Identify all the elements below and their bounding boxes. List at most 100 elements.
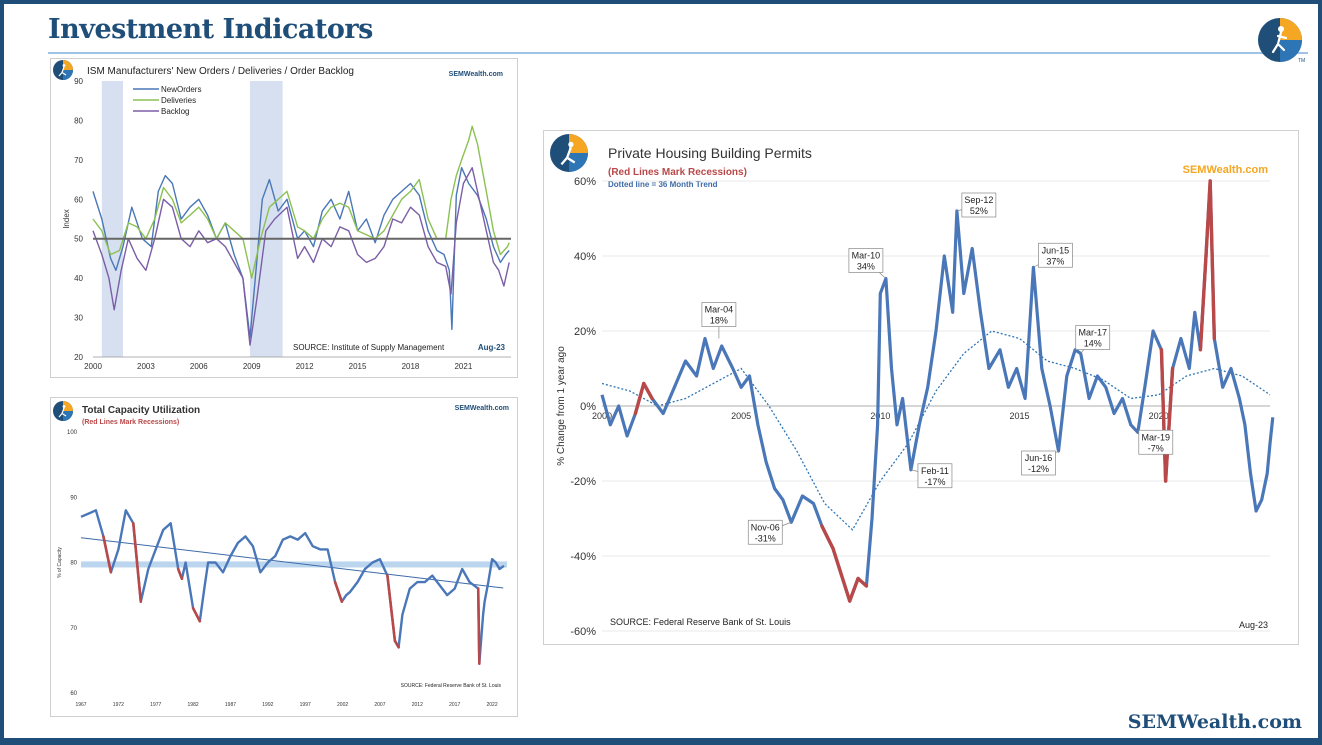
ism-x-tick-label: 2009 — [243, 362, 261, 371]
permits-annotation-box — [961, 192, 997, 218]
capacity-x-tick-label: 1967 — [75, 702, 86, 708]
ism-x-tick-label: 2000 — [84, 362, 102, 371]
permits-annotation-box — [848, 248, 884, 273]
permits-annotation-value: 37% — [1046, 256, 1064, 266]
footer-brand: SEMWealth.com — [1127, 711, 1302, 733]
capacity-y-tick-label: 100 — [67, 430, 78, 436]
capacity-logo-icon — [53, 401, 73, 421]
permits-y-tick-label: 20% — [574, 326, 596, 338]
permits-annotation-box — [1138, 429, 1174, 455]
permits-recession-segment — [642, 381, 654, 401]
ism-y-tick-label: 70 — [74, 156, 83, 165]
permits-annotation-value: -7% — [1148, 443, 1164, 453]
permits-recession-segment — [1163, 366, 1175, 483]
capacity-series-line — [80, 509, 505, 665]
ism-y-tick-label: 20 — [74, 353, 83, 362]
permits-annotation-date: Mar-04 — [705, 305, 734, 315]
capacity-x-tick-label: 2017 — [449, 702, 460, 708]
ism-date-label: Aug-23 — [478, 343, 506, 352]
permits-recession-segment — [856, 576, 869, 588]
permits-annotation-value: -17% — [924, 477, 945, 487]
permits-recession-segment — [848, 576, 860, 603]
permits-annotation-box — [1021, 450, 1056, 476]
permits-annotation-date: Mar-10 — [852, 251, 881, 261]
permits-annotation-box — [701, 302, 737, 327]
capacity-x-tick-label: 1972 — [113, 702, 124, 708]
ism-y-tick-label: 50 — [74, 235, 83, 244]
permits-annotation-value: 14% — [1084, 339, 1102, 349]
permits-annotation-date: Mar-17 — [1078, 328, 1107, 338]
ism-chart: ISM Manufacturers' New Orders / Deliveri… — [53, 60, 511, 371]
capacity-recession-segment — [333, 580, 344, 603]
permits-y-tick-label: 0% — [580, 401, 596, 413]
permits-annotation-date: Feb-11 — [921, 466, 949, 476]
permits-annotation-date: Nov-06 — [751, 522, 780, 532]
permits-annotation-date: Jun-16 — [1025, 453, 1053, 463]
ism-title: ISM Manufacturers' New Orders / Deliveri… — [87, 66, 354, 77]
capacity-chart: Total Capacity Utilization (Red Lines Mar… — [53, 401, 509, 708]
permits-note: Dotted line = 36 Month Trend — [608, 180, 718, 189]
capacity-brand: SEMWealth.com — [455, 405, 509, 412]
capacity-x-tick-label: 1987 — [225, 702, 236, 708]
capacity-x-tick-label: 1992 — [262, 702, 273, 708]
permits-recession-segment — [1159, 348, 1168, 483]
ism-series-line — [92, 167, 510, 346]
permits-trend-line — [601, 330, 1271, 531]
capacity-x-tick-label: 2002 — [337, 702, 348, 708]
capacity-x-tick-label: 2012 — [412, 702, 423, 708]
ism-x-tick-label: 2015 — [349, 362, 367, 371]
ism-x-tick-label: 2006 — [190, 362, 208, 371]
ism-legend-label: NewOrders — [161, 85, 201, 94]
ism-legend-label: Backlog — [161, 107, 189, 116]
ism-legend-label: Deliveries — [161, 96, 196, 105]
permits-subtitle: (Red Lines Mark Recessions) — [608, 167, 747, 178]
permits-series-line — [600, 179, 1275, 603]
capacity-x-tick-label: 2022 — [486, 702, 497, 708]
capacity-recession-segment — [102, 535, 113, 574]
permits-recession-segment — [1198, 254, 1208, 352]
permits-annotation-date: Mar-19 — [1142, 432, 1171, 442]
permits-recession-segment — [633, 381, 646, 416]
ism-series-line — [92, 125, 510, 279]
title-divider — [48, 52, 1308, 54]
permits-x-tick-label: 2020 — [1149, 411, 1169, 421]
permits-x-tick-label: 2015 — [1009, 411, 1029, 421]
ism-y-tick-label: 80 — [74, 116, 83, 125]
permits-brand: SEMWealth.com — [1183, 164, 1269, 176]
permits-recession-segment — [1208, 179, 1217, 341]
capacity-x-tick-label: 1977 — [150, 702, 161, 708]
capacity-recession-segment — [176, 567, 184, 581]
permits-annotation-box — [917, 463, 953, 489]
capacity-reference-band — [81, 561, 507, 568]
capacity-y-tick-label: 90 — [70, 495, 77, 501]
capacity-subtitle: (Red Lines Mark Recessions) — [82, 419, 179, 426]
capacity-recession-segment — [476, 587, 481, 665]
trademark-label: TM — [1298, 58, 1306, 64]
capacity-chart-panel: Total Capacity Utilization (Red Lines Mar… — [50, 397, 518, 717]
permits-source: SOURCE: Federal Reserve Bank of St. Loui… — [610, 617, 791, 627]
ism-source: SOURCE: Institute of Supply Management — [293, 343, 445, 352]
page-title: Investment Indicators — [48, 14, 373, 45]
capacity-trendline — [80, 537, 504, 589]
ism-x-tick-label: 2003 — [137, 362, 155, 371]
permits-y-tick-label: 60% — [574, 176, 596, 188]
permits-annotation-date: Jun-15 — [1042, 245, 1070, 255]
permits-annotation-value: 18% — [710, 316, 728, 326]
permits-chart: Private Housing Building Permits (Red Lin… — [550, 134, 1275, 638]
capacity-y-tick-label: 60 — [70, 691, 77, 697]
permits-y-tick-label: -20% — [570, 476, 596, 488]
capacity-y-tick-label: 70 — [70, 626, 77, 632]
ism-chart-panel: ISM Manufacturers' New Orders / Deliveri… — [50, 58, 518, 378]
ism-y-tick-label: 60 — [74, 195, 83, 204]
permits-annotation-box — [1038, 242, 1073, 268]
capacity-y-axis-label: % of Capacity — [57, 547, 63, 578]
permits-annotation-value: -31% — [755, 533, 776, 543]
permits-y-tick-label: 40% — [574, 251, 596, 263]
permits-annotation-value: -12% — [1028, 464, 1049, 474]
permits-x-tick-label: 2010 — [870, 411, 890, 421]
ism-brand: SEMWealth.com — [449, 71, 503, 78]
permits-recession-segment — [839, 573, 852, 603]
ism-y-tick-label: 30 — [74, 314, 83, 323]
capacity-recession-segment — [386, 574, 397, 643]
ism-y-tick-label: 40 — [74, 274, 83, 283]
